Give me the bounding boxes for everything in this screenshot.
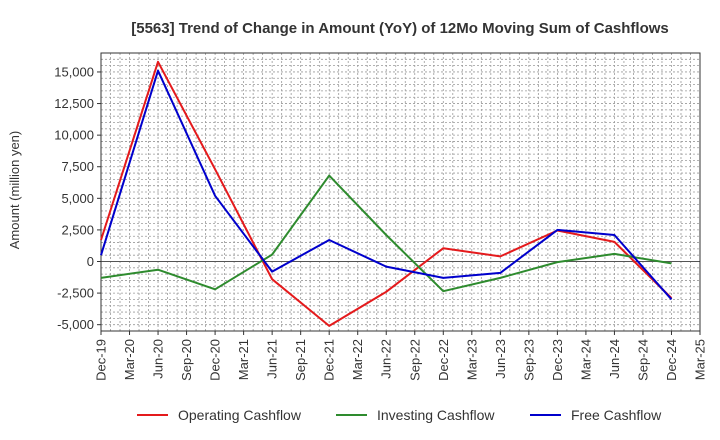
legend-label-free-cashflow: Free Cashflow (571, 407, 662, 423)
x-tick-label: Mar-20 (122, 339, 137, 380)
series-line-free-cashflow (100, 69, 673, 301)
x-tick-label: Sep-21 (293, 339, 308, 381)
legend-label-investing-cashflow: Investing Cashflow (377, 407, 495, 423)
x-tick-label: Sep-22 (407, 339, 422, 381)
x-tick-label: Mar-24 (578, 339, 593, 380)
series-line-operating-cashflow (100, 60, 673, 327)
x-tick-label: Jun-23 (493, 339, 508, 379)
x-tick-label: Jun-20 (151, 339, 166, 379)
plot-frame (100, 52, 701, 332)
y-tick-label: 2,500 (61, 222, 94, 237)
y-tick-label: 7,500 (61, 159, 94, 174)
x-tick-label: Jun-24 (607, 339, 622, 379)
y-tick-label: 12,500 (54, 96, 94, 111)
x-tick-label: Dec-21 (322, 339, 337, 381)
grid-layer (100, 52, 701, 332)
y-tick-label: 0 (87, 254, 94, 269)
x-tick-label: Mar-23 (464, 339, 479, 380)
series-line-investing-cashflow (100, 174, 672, 293)
legend: Operating Cashflow Investing Cashflow Free… (137, 407, 662, 423)
y-tick-label: -2,500 (57, 286, 94, 301)
x-tick-label: Mar-22 (350, 339, 365, 380)
series-layer (100, 60, 673, 327)
y-tick-label: 5,000 (61, 191, 94, 206)
y-tick-label: 10,000 (54, 128, 94, 143)
x-tick-label: Dec-19 (94, 339, 109, 381)
x-tick-label: Sep-20 (179, 339, 194, 381)
x-tick-label: Sep-24 (635, 339, 650, 381)
chart-title: [5563] Trend of Change in Amount (YoY) o… (131, 20, 669, 37)
x-tick-label: Dec-23 (550, 339, 565, 381)
legend-label-operating-cashflow: Operating Cashflow (178, 407, 302, 423)
axis-layer: -5,000 -2,500 0 2,500 5,000 7,500 10,000 12,500… (54, 52, 708, 381)
x-tick-label: Jun-22 (379, 339, 394, 379)
x-tick-label: Sep-23 (521, 339, 536, 381)
x-tick-label: Dec-24 (664, 339, 679, 381)
x-tick-label: Dec-22 (436, 339, 451, 381)
y-axis-title: Amount (million yen) (7, 131, 22, 250)
x-tick-label: Mar-25 (693, 339, 708, 380)
x-tick-label: Mar-21 (236, 339, 251, 380)
x-tick-label: Dec-20 (208, 339, 223, 381)
y-tick-label: -5,000 (57, 317, 94, 332)
x-tick-label: Jun-21 (265, 339, 280, 379)
y-tick-label: 15,000 (54, 64, 94, 79)
